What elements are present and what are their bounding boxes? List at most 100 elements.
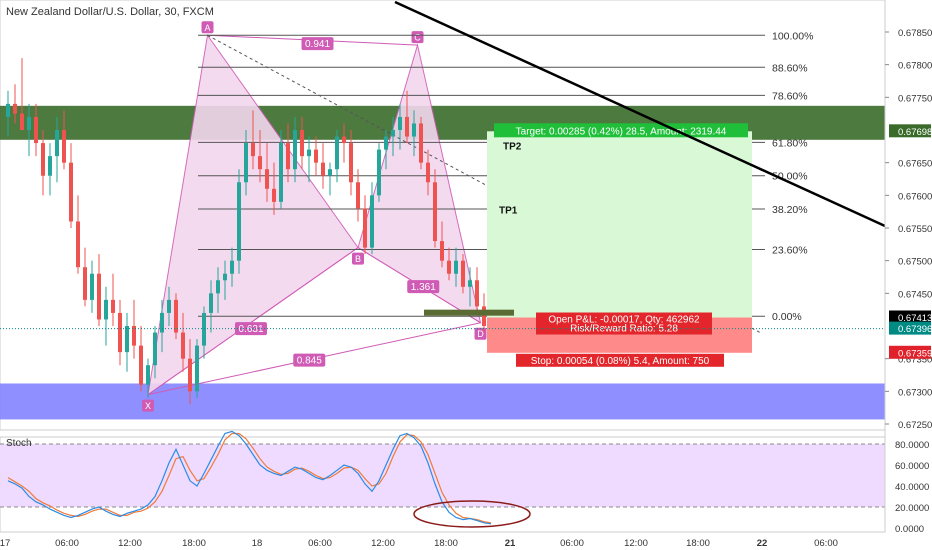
candle-body bbox=[104, 299, 108, 320]
pattern-point-label: C bbox=[414, 33, 421, 43]
candle-body bbox=[34, 116, 38, 144]
candle-body bbox=[111, 299, 115, 313]
price-tick-label: 0.67850 bbox=[898, 28, 932, 39]
candle-body bbox=[356, 182, 360, 209]
tp2-label: TP2 bbox=[503, 142, 522, 153]
candle-body bbox=[237, 182, 241, 261]
candle-body bbox=[62, 130, 66, 163]
candle-body bbox=[433, 182, 437, 242]
candle-body bbox=[244, 143, 248, 183]
candle-body bbox=[251, 143, 255, 157]
price-tick-label: 0.67650 bbox=[898, 159, 932, 170]
candle-body bbox=[461, 260, 465, 287]
price-tag-label: 0.67698 bbox=[898, 127, 932, 138]
candle-body bbox=[230, 260, 234, 274]
profit-zone bbox=[487, 131, 752, 318]
price-tag-box bbox=[889, 345, 931, 359]
candle-body bbox=[139, 345, 143, 385]
stop-box bbox=[516, 353, 724, 367]
price-tag-box bbox=[889, 310, 931, 324]
candle-body bbox=[27, 116, 31, 130]
candle-body bbox=[174, 299, 178, 333]
candle-body bbox=[398, 116, 402, 130]
price-tick-label: 0.67500 bbox=[898, 257, 932, 268]
candle-body bbox=[181, 332, 185, 359]
candle-body bbox=[300, 130, 304, 157]
candle-body bbox=[454, 260, 458, 274]
stoch-y-tick: 0.0000 bbox=[895, 524, 924, 535]
pattern-point-label: B bbox=[355, 254, 361, 264]
pattern-ratio-label: 0.845 bbox=[297, 356, 322, 367]
candle-body bbox=[405, 116, 409, 137]
candle-body bbox=[440, 241, 444, 261]
stoch-k-line bbox=[7, 430, 492, 525]
candle-body bbox=[426, 162, 430, 183]
pattern-ratio-box bbox=[407, 280, 440, 294]
candle-body bbox=[20, 113, 24, 130]
candle-body bbox=[475, 280, 479, 307]
tp1-label: TP1 bbox=[499, 206, 518, 217]
candle-body bbox=[342, 136, 346, 144]
pattern-ratio-label: 0.941 bbox=[305, 39, 330, 50]
open-pnl-label: Open P&L: -0.00017, Qty: 462962 bbox=[548, 315, 700, 326]
candle-body bbox=[202, 312, 206, 346]
price-tag-label: 0.67413 bbox=[898, 313, 932, 324]
candle-body bbox=[419, 123, 423, 163]
price-tick-label: 0.67250 bbox=[898, 420, 932, 431]
candle-body bbox=[391, 130, 395, 137]
trend-lines bbox=[394, 0, 886, 228]
candle-body bbox=[76, 221, 80, 268]
price-tag-box bbox=[889, 321, 931, 335]
time-tick-label: 21 bbox=[505, 538, 516, 549]
stochastic-panel: 80.0000 60.0000 40.0000 20.0000 0.0000 bbox=[0, 430, 929, 535]
time-tick-label: 12:00 bbox=[624, 538, 648, 549]
candle-body bbox=[363, 208, 367, 248]
price-tag-label: 0.67359 bbox=[898, 348, 932, 359]
candle-body bbox=[69, 162, 73, 222]
fib-level-label: 38.20% bbox=[772, 204, 808, 216]
price-tick-label: 0.67550 bbox=[898, 224, 932, 235]
candle-body bbox=[223, 273, 227, 281]
candle-body bbox=[6, 103, 10, 117]
fib-level-label: 61.80% bbox=[772, 137, 808, 149]
candle-body bbox=[321, 162, 325, 176]
fib-level-label: 0.00% bbox=[772, 311, 802, 323]
time-tick-label: 18:00 bbox=[182, 538, 206, 549]
candle-body bbox=[41, 143, 45, 176]
candlestick-series bbox=[6, 58, 493, 405]
pattern-point-label: X bbox=[145, 401, 151, 411]
candle-body bbox=[349, 143, 353, 183]
stoch-band bbox=[0, 444, 885, 507]
target-label: Target: 0.00285 (0.42%) 28.5, Amount: 23… bbox=[516, 126, 727, 137]
trade-position: Target: 0.00285 (0.42%) 28.5, Amount: 23… bbox=[0, 123, 885, 367]
candle-body bbox=[370, 195, 374, 248]
stop-label: Stop: 0.00054 (0.08%) 5.4, Amount: 750 bbox=[531, 356, 710, 367]
candle-body bbox=[160, 312, 164, 333]
pattern-point-box bbox=[411, 31, 424, 44]
candle-body bbox=[265, 169, 269, 189]
time-tick-label: 12:00 bbox=[371, 538, 395, 549]
candle-body bbox=[482, 306, 486, 326]
candle-body bbox=[447, 260, 451, 274]
candle-body bbox=[328, 169, 332, 176]
time-tick-label: 06:00 bbox=[814, 538, 838, 549]
candle-body bbox=[216, 280, 220, 294]
candle-body bbox=[272, 188, 276, 202]
pattern-ratio-box bbox=[301, 37, 334, 51]
fib-level-label: 88.60% bbox=[772, 62, 808, 74]
price-tick-label: 0.67350 bbox=[898, 355, 932, 366]
time-tick-label: 17 bbox=[0, 538, 10, 549]
fib-level-label: 23.60% bbox=[772, 245, 808, 257]
candle-body bbox=[118, 312, 122, 353]
candle-body bbox=[132, 326, 136, 346]
stoch-y-tick: 20.0000 bbox=[895, 503, 929, 514]
entry-marker bbox=[424, 309, 514, 316]
pattern-point-box bbox=[142, 399, 154, 412]
price-tick-label: 0.67300 bbox=[898, 387, 932, 398]
price-tag-label: 0.67396 bbox=[898, 324, 932, 335]
time-tick-label: 22 bbox=[757, 538, 768, 549]
stoch-y-tick: 60.0000 bbox=[895, 461, 929, 472]
candle-body bbox=[293, 130, 297, 170]
